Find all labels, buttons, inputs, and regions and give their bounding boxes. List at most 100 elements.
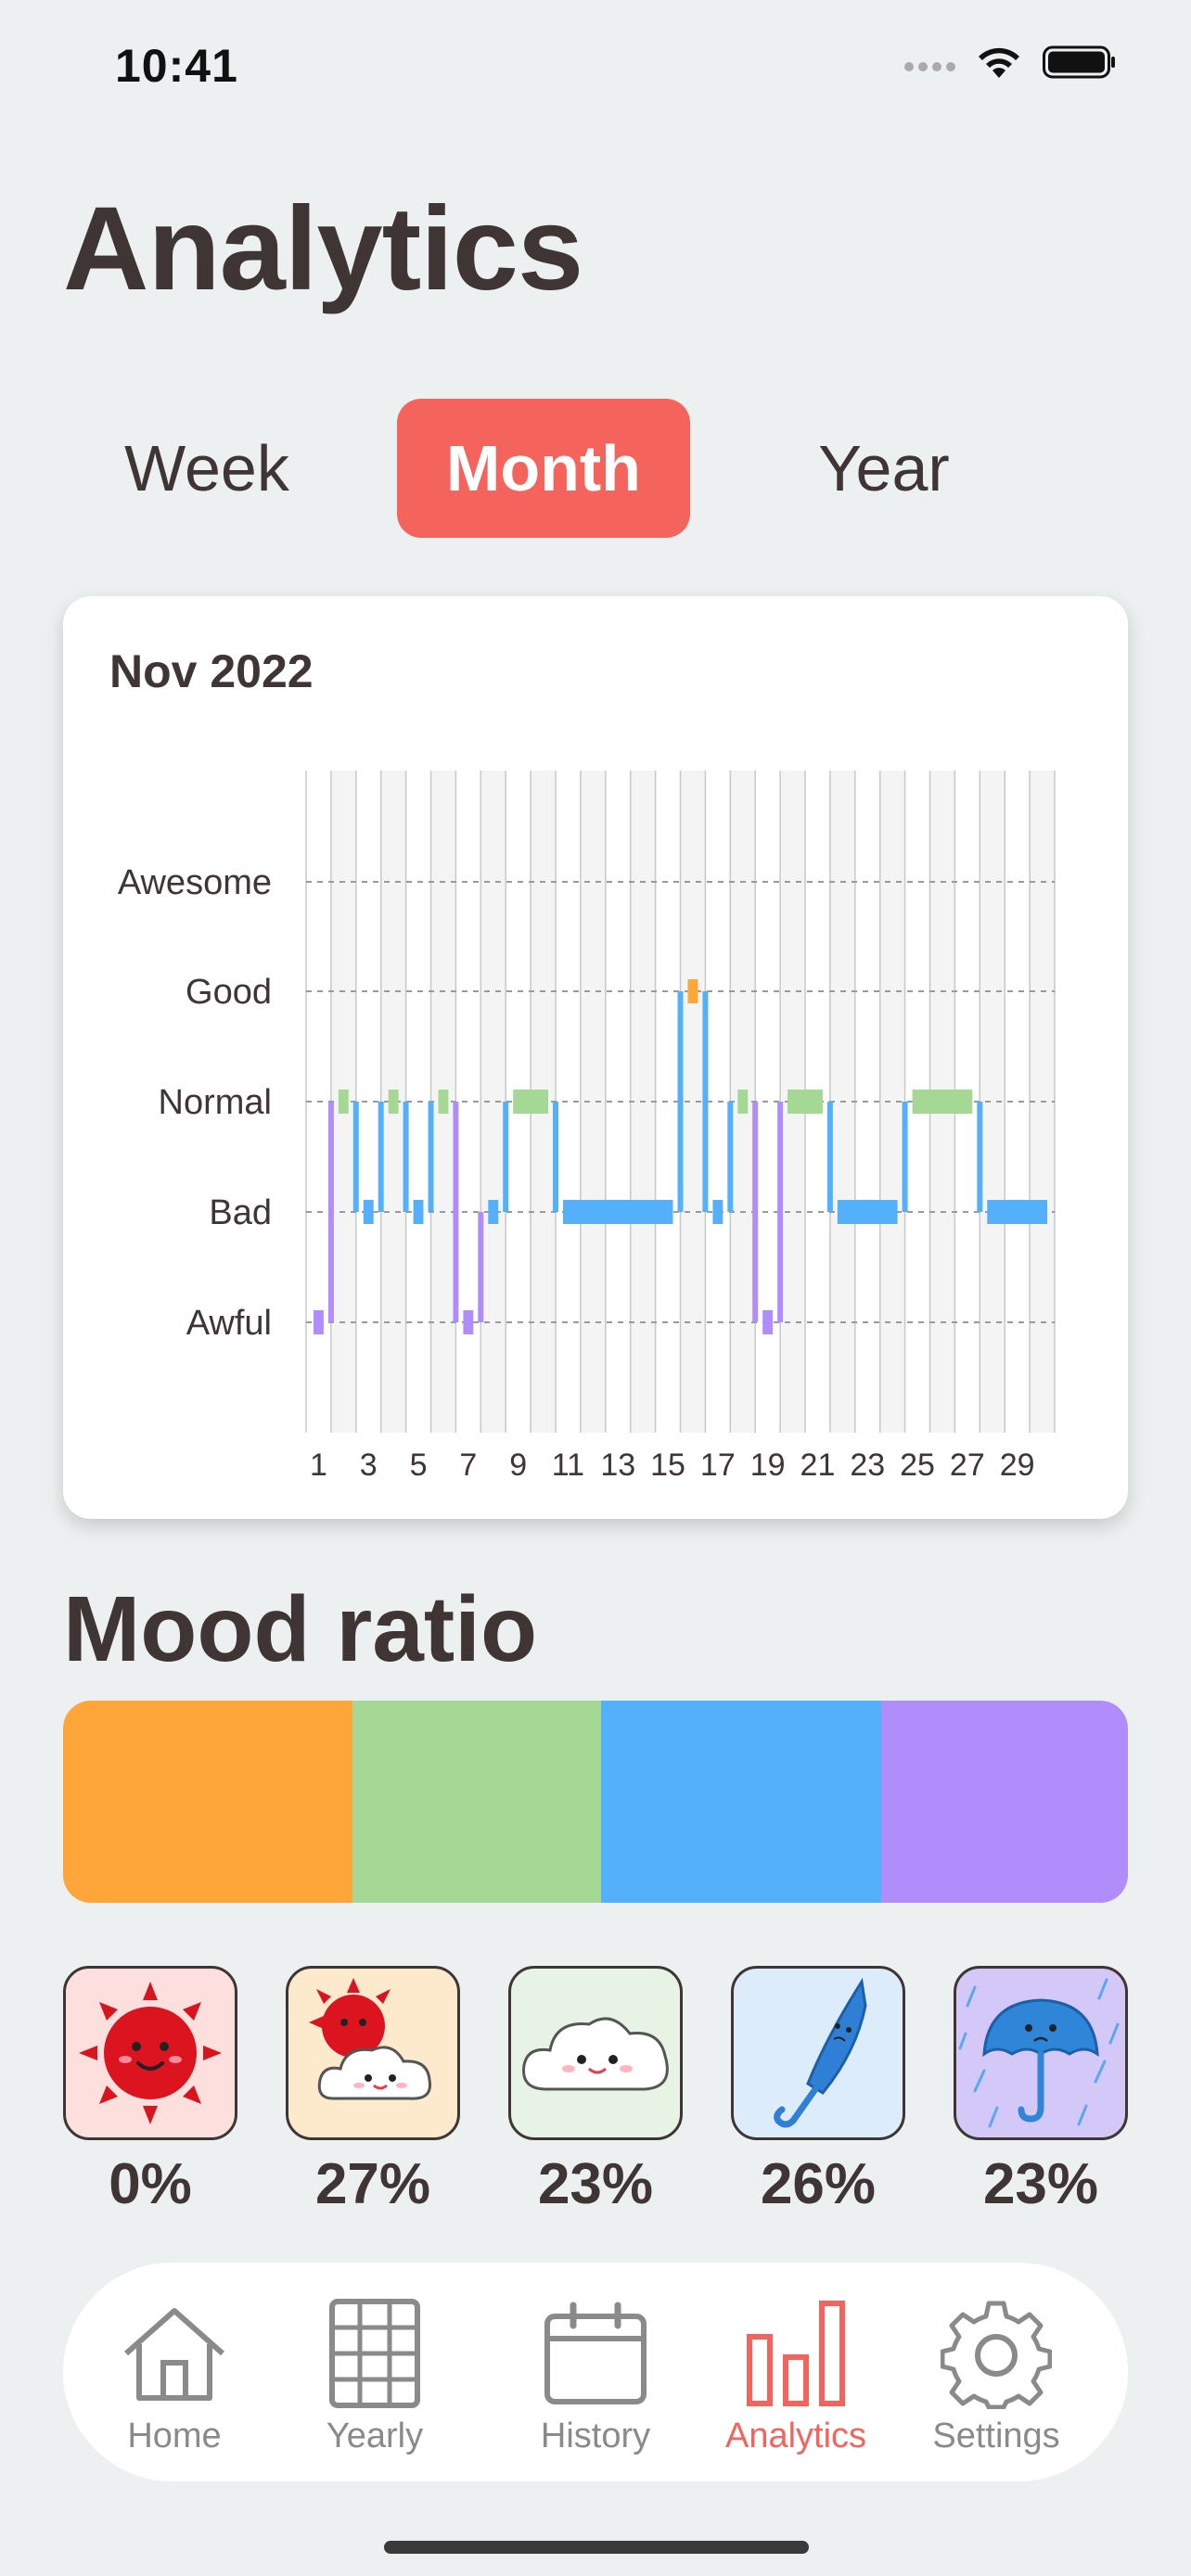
- x-tick-label: 13: [600, 1447, 635, 1483]
- mood-day-27: [962, 1090, 973, 1114]
- mood-segment-join: [920, 1090, 940, 1114]
- mood-day-7: [463, 1310, 474, 1334]
- mood-item-awesome: 0%: [63, 1966, 237, 2217]
- mood-day-24: [887, 1200, 898, 1224]
- home-indicator: [384, 2541, 809, 2554]
- mood-segment-join: [596, 1200, 615, 1224]
- gear-icon: [941, 2301, 1052, 2409]
- x-tick-label: 21: [800, 1447, 836, 1483]
- mood-percent: 26%: [760, 2152, 877, 2216]
- x-tick-label: 1: [310, 1447, 327, 1483]
- mood-day-21: [813, 1090, 823, 1114]
- mood-day-5: [413, 1200, 424, 1224]
- chart-title: Nov 2022: [109, 645, 314, 697]
- mood-segment-join: [945, 1090, 965, 1114]
- page-title: Analytics: [63, 183, 583, 315]
- wifi-icon: [979, 47, 1019, 78]
- mood-segment-join: [796, 1090, 814, 1114]
- nav-analytics-label: Analytics: [724, 2417, 867, 2455]
- cellular-signal-icon: [904, 62, 955, 71]
- mood-item-normal: 23%: [508, 1966, 683, 2217]
- period-tabs: Week Month Year: [63, 399, 1128, 538]
- mood-segment-join: [621, 1200, 640, 1224]
- sun-icon: [63, 1966, 237, 2140]
- mood-item-bad: 26%: [731, 1966, 905, 2217]
- mood-day-8: [488, 1200, 499, 1224]
- mood-day-15: [662, 1200, 673, 1224]
- x-tick-label: 25: [900, 1447, 935, 1483]
- mood-day-9: [513, 1090, 524, 1114]
- home-icon: [124, 2308, 224, 2401]
- battery-icon: [1043, 45, 1115, 79]
- x-tick-label: 19: [750, 1447, 786, 1483]
- mood-segment-join: [1020, 1200, 1040, 1224]
- mood-day-18: [737, 1090, 749, 1114]
- mood-item-good: 27%: [286, 1966, 460, 2217]
- mood-percent: 23%: [982, 2152, 1099, 2216]
- mood-item-awful: 23%: [954, 1966, 1128, 2217]
- mood-percent: 27%: [314, 2152, 431, 2216]
- nav-history-label: History: [540, 2417, 651, 2455]
- mood-day-4: [388, 1090, 399, 1114]
- mood-day-19: [762, 1310, 774, 1334]
- mood-day-6: [438, 1090, 449, 1114]
- mood-day-26: [937, 1090, 948, 1114]
- nav-home[interactable]: Home: [82, 2263, 267, 2481]
- mood-day-2: [338, 1090, 349, 1114]
- rain-umbrella-icon: [954, 1966, 1128, 2140]
- closed-umbrella-icon: [731, 1966, 905, 2140]
- calendar-icon: [544, 2302, 647, 2404]
- mood-day-30: [1037, 1200, 1047, 1224]
- chart-column-bg: [680, 771, 706, 1433]
- status-icons: [904, 45, 1117, 80]
- mood-day-20: [788, 1090, 798, 1114]
- mood-day-1: [314, 1310, 324, 1334]
- status-bar: 10:41: [0, 0, 1191, 130]
- x-tick-label: 15: [650, 1447, 685, 1483]
- mood-chart-card: Nov 2022 Awful Bad Normal Good Awesome 1 3 5 7 9 1…: [63, 596, 1128, 1519]
- x-tick-label: 9: [509, 1447, 527, 1483]
- grid-icon: [329, 2299, 420, 2408]
- nav-yearly[interactable]: Yearly: [282, 2263, 467, 2481]
- x-tick-label: 27: [950, 1447, 985, 1483]
- mood-day-10: [538, 1090, 548, 1114]
- nav-history[interactable]: History: [503, 2263, 688, 2481]
- mood-day-3: [363, 1200, 374, 1224]
- y-tick-label: Awesome: [118, 863, 272, 902]
- tab-year[interactable]: Year: [818, 432, 950, 504]
- ratio-segment-bad: [600, 1701, 881, 1903]
- mood-segment-join: [845, 1200, 864, 1224]
- mood-segment-join: [995, 1200, 1015, 1224]
- mood-day-28: [987, 1200, 998, 1224]
- x-tick-label: 7: [459, 1447, 477, 1483]
- ratio-segment-normal: [352, 1701, 601, 1903]
- mood-day-22: [837, 1200, 848, 1224]
- status-time: 10:41: [115, 40, 238, 92]
- mood-day-29: [1012, 1200, 1023, 1224]
- bar-chart-icon: [747, 2301, 845, 2406]
- x-tick-label: 17: [700, 1447, 736, 1483]
- nav-settings[interactable]: Settings: [903, 2263, 1089, 2481]
- x-tick-label: 29: [1000, 1447, 1035, 1483]
- mood-day-12: [587, 1200, 598, 1224]
- mood-segment-join: [870, 1200, 890, 1224]
- bottom-tab-bar: Home Yearly History Analytics: [63, 2263, 1128, 2481]
- mood-ratio-bar: [63, 1701, 1128, 1903]
- nav-yearly-label: Yearly: [326, 2417, 424, 2455]
- mood-segment-join: [521, 1090, 541, 1114]
- mood-percent: 0%: [109, 2152, 192, 2216]
- sun-cloud-icon: [286, 1966, 460, 2140]
- mood-day-17: [712, 1200, 724, 1224]
- chart-column-bg: [580, 771, 606, 1433]
- mood-day-23: [862, 1200, 873, 1224]
- nav-analytics[interactable]: Analytics: [703, 2263, 889, 2481]
- mood-ratio-title: Mood ratio: [63, 1577, 538, 1681]
- mood-percent: 23%: [537, 2152, 654, 2216]
- y-tick-label: Awful: [186, 1304, 272, 1343]
- tab-month[interactable]: Month: [397, 399, 690, 538]
- x-tick-label: 3: [360, 1447, 378, 1483]
- x-tick-label: 11: [552, 1447, 584, 1483]
- tab-week[interactable]: Week: [124, 432, 289, 504]
- ratio-segment-good: [63, 1701, 353, 1903]
